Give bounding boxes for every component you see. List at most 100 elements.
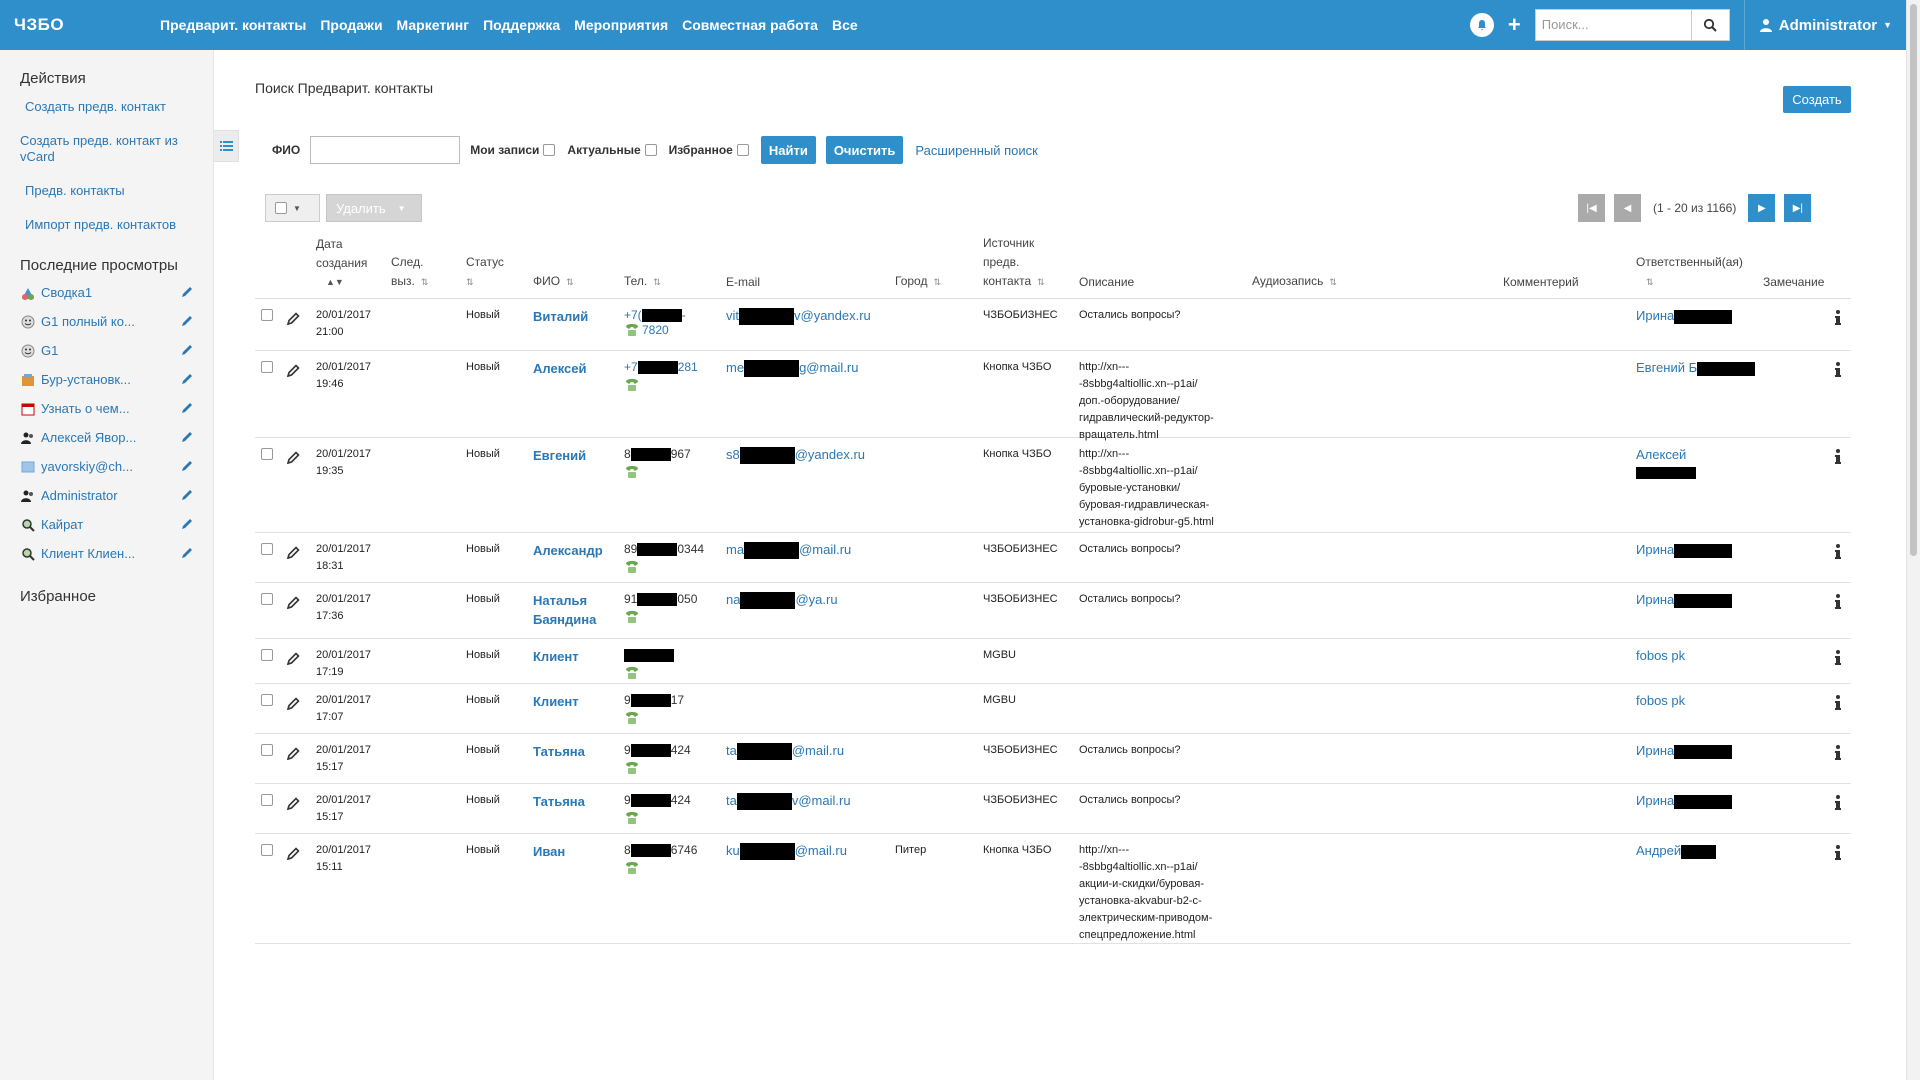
- row-checkbox[interactable]: [261, 649, 273, 661]
- edit-pencil-icon[interactable]: [180, 430, 194, 444]
- responsible-link[interactable]: fobos pk: [1636, 692, 1685, 709]
- edit-pencil-icon[interactable]: [180, 517, 194, 531]
- responsible-link[interactable]: Ирина: [1636, 792, 1733, 809]
- nav-marketing[interactable]: Маркетинг: [396, 17, 470, 33]
- edit-icon[interactable]: [285, 846, 301, 862]
- row-checkbox[interactable]: [261, 448, 273, 460]
- info-icon[interactable]: [1833, 593, 1843, 611]
- lead-name-link[interactable]: Евгений: [533, 448, 587, 463]
- phone-value[interactable]: 8 967: [624, 446, 691, 484]
- recent-item[interactable]: Узнать о чем...: [0, 394, 213, 423]
- responsible-link[interactable]: Евгений Б: [1636, 359, 1756, 376]
- recent-item[interactable]: G1: [0, 336, 213, 365]
- row-checkbox[interactable]: [261, 694, 273, 706]
- favorites-checkbox[interactable]: [736, 144, 749, 156]
- edit-pencil-icon[interactable]: [180, 314, 194, 328]
- edit-icon[interactable]: [285, 651, 301, 667]
- info-icon[interactable]: [1833, 649, 1843, 667]
- phone-value[interactable]: +7 281: [624, 359, 698, 397]
- edit-pencil-icon[interactable]: [180, 401, 194, 415]
- call-phone-icon[interactable]: [624, 761, 691, 780]
- row-checkbox[interactable]: [261, 844, 273, 856]
- col-audio[interactable]: Аудиозапись ⇅: [1252, 272, 1337, 292]
- actual-checkbox[interactable]: [644, 144, 657, 156]
- edit-pencil-icon[interactable]: [180, 285, 194, 299]
- call-phone-icon[interactable]: [624, 811, 691, 830]
- responsible-link[interactable]: Ирина: [1636, 591, 1733, 608]
- notifications-icon[interactable]: [1469, 13, 1494, 37]
- edit-pencil-icon[interactable]: [180, 488, 194, 502]
- call-phone-icon[interactable]: [624, 610, 697, 629]
- recent-item[interactable]: G1 полный ко...: [0, 307, 213, 336]
- edit-pencil-icon[interactable]: [180, 459, 194, 473]
- info-icon[interactable]: [1833, 844, 1843, 862]
- sidebar-leads[interactable]: Предв. контакты: [25, 183, 125, 198]
- email-link[interactable]: me g@mail.ru: [726, 359, 859, 378]
- call-phone-icon[interactable]: [624, 323, 686, 342]
- row-checkbox[interactable]: [261, 309, 273, 321]
- responsible-link[interactable]: Алексей: [1636, 446, 1696, 480]
- call-phone-icon[interactable]: [624, 861, 697, 880]
- sidebar-create-lead[interactable]: Создать предв. контакт: [25, 99, 167, 114]
- create-button[interactable]: Создать: [1783, 86, 1851, 113]
- col-comment[interactable]: Комментерий: [1503, 273, 1579, 292]
- last-page-button[interactable]: ▶|: [1784, 194, 1812, 222]
- advanced-search-link[interactable]: Расширенный поиск: [915, 142, 1038, 158]
- edit-icon[interactable]: [285, 796, 301, 812]
- col-fio[interactable]: ФИО ⇅: [533, 272, 574, 292]
- call-phone-icon[interactable]: [624, 465, 691, 484]
- quick-create-icon[interactable]: +: [1507, 12, 1521, 37]
- sidebar-toggle-button[interactable]: [214, 130, 239, 162]
- row-checkbox[interactable]: [261, 361, 273, 373]
- col-source[interactable]: Источник предв. контакта ⇅: [983, 234, 1045, 292]
- recent-item[interactable]: Бур-установк...: [0, 365, 213, 394]
- edit-pencil-icon[interactable]: [180, 343, 194, 357]
- col-note[interactable]: Замечание: [1763, 273, 1824, 292]
- edit-pencil-icon[interactable]: [180, 546, 194, 560]
- lead-name-link[interactable]: Наталья Баяндина: [533, 593, 597, 627]
- prev-page-button[interactable]: ◀: [1614, 194, 1641, 222]
- edit-icon[interactable]: [285, 595, 301, 611]
- my-records-checkbox[interactable]: [543, 144, 556, 156]
- nav-all[interactable]: Все: [831, 17, 858, 33]
- edit-pencil-icon[interactable]: [180, 372, 194, 386]
- select-all-checkbox[interactable]: [275, 202, 287, 214]
- sidebar-create-lead-vcard[interactable]: Создать предв. контакт из vCard: [20, 133, 178, 164]
- phone-value[interactable]: 91 050: [624, 591, 697, 629]
- col-email[interactable]: E-mail: [726, 273, 760, 292]
- responsible-link[interactable]: Андрей: [1636, 842, 1717, 859]
- lead-name-link[interactable]: Виталий: [533, 309, 589, 324]
- row-checkbox[interactable]: [261, 543, 273, 555]
- fio-input[interactable]: [310, 136, 461, 164]
- sidebar-import-leads[interactable]: Импорт предв. контактов: [25, 217, 177, 232]
- find-button[interactable]: Найти: [760, 136, 816, 164]
- email-link[interactable]: ta @mail.ru: [726, 742, 844, 761]
- edit-icon[interactable]: [285, 311, 301, 327]
- lead-name-link[interactable]: Алексей: [533, 361, 587, 376]
- user-menu[interactable]: Administrator ▼: [1743, 0, 1906, 50]
- edit-icon[interactable]: [285, 545, 301, 561]
- lead-name-link[interactable]: Александр: [533, 543, 603, 558]
- phone-value[interactable]: [624, 647, 674, 685]
- select-all-dropdown[interactable]: ▼: [265, 194, 320, 222]
- search-button[interactable]: [1691, 9, 1730, 41]
- nav-leads[interactable]: Предварит. контакты: [160, 17, 307, 33]
- lead-name-link[interactable]: Татьяна: [533, 794, 585, 809]
- lead-name-link[interactable]: Татьяна: [533, 744, 585, 759]
- col-next-call[interactable]: След. выз. ⇅: [391, 253, 428, 292]
- email-link[interactable]: na @ya.ru: [726, 591, 838, 610]
- responsible-link[interactable]: Ирина: [1636, 307, 1733, 324]
- col-responsible[interactable]: Ответственный(ая) ⇅: [1636, 253, 1743, 292]
- info-icon[interactable]: [1833, 309, 1843, 327]
- phone-value[interactable]: 9 424: [624, 742, 691, 780]
- responsible-link[interactable]: Ирина: [1636, 742, 1733, 759]
- call-phone-icon[interactable]: [624, 378, 698, 397]
- lead-name-link[interactable]: Клиент: [533, 694, 579, 709]
- row-checkbox[interactable]: [261, 593, 273, 605]
- email-link[interactable]: ma @mail.ru: [726, 541, 851, 560]
- recent-item[interactable]: Кайрат: [0, 510, 213, 539]
- edit-icon[interactable]: [285, 696, 301, 712]
- phone-value[interactable]: +7(-7820: [624, 307, 686, 342]
- recent-item[interactable]: yavorskiy@ch...: [0, 452, 213, 481]
- call-phone-icon[interactable]: [624, 711, 684, 730]
